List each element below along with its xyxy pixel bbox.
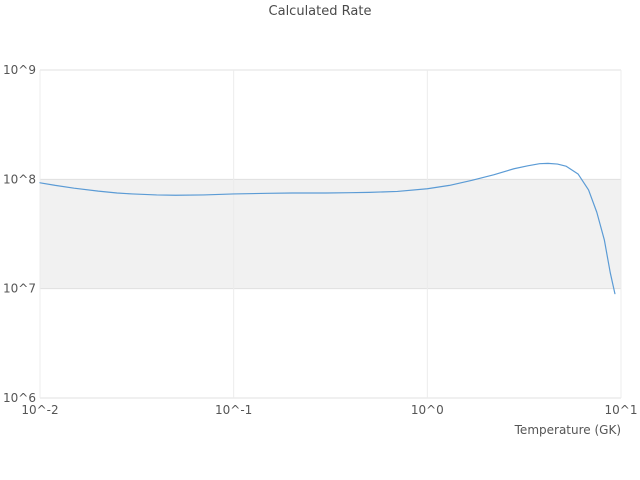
chart-title: Calculated Rate: [268, 4, 372, 19]
shaded-band: [40, 179, 621, 289]
x-tick-label: 10^1: [605, 403, 638, 417]
x-tick-label: 10^-2: [21, 403, 58, 417]
y-tick-label: 10^7: [3, 282, 36, 296]
rate-line: [39, 162, 616, 295]
x-axis-label: Temperature (GK): [514, 423, 621, 437]
y-tick-label: 10^9: [3, 63, 36, 77]
x-tick-label: 10^0: [411, 403, 444, 417]
y-tick-label: 10^6: [3, 391, 36, 405]
x-tick-label: 10^-1: [215, 403, 252, 417]
y-tick-label: 10^8: [3, 172, 36, 186]
